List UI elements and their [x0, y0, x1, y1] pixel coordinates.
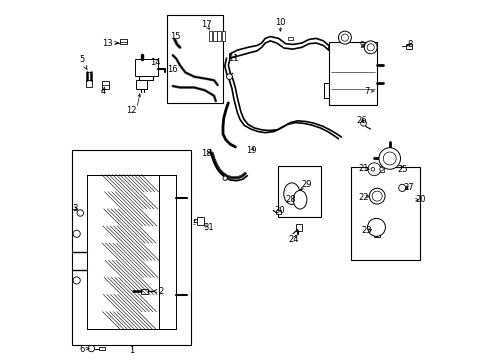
Text: 22: 22: [358, 193, 368, 202]
Text: 6: 6: [80, 345, 85, 354]
Circle shape: [73, 277, 80, 284]
Bar: [221, 31, 224, 41]
Bar: [197, 217, 203, 225]
Circle shape: [88, 345, 94, 352]
Bar: [278, 166, 320, 217]
Bar: [136, 80, 147, 89]
Bar: [120, 39, 127, 44]
Circle shape: [378, 148, 400, 169]
Circle shape: [367, 163, 380, 176]
Text: 29: 29: [300, 180, 311, 189]
Text: 23: 23: [360, 226, 371, 235]
Text: 17: 17: [201, 19, 211, 28]
Bar: [401, 186, 406, 189]
Text: 7: 7: [364, 86, 369, 95]
Bar: [405, 44, 411, 49]
Bar: [159, 175, 176, 329]
Text: 8: 8: [407, 40, 412, 49]
Bar: [328, 42, 376, 105]
Bar: [135, 59, 158, 76]
Text: 26: 26: [356, 116, 366, 125]
Bar: [373, 233, 379, 237]
Bar: [140, 289, 148, 294]
Circle shape: [379, 167, 383, 171]
Text: 21: 21: [358, 164, 368, 173]
Circle shape: [366, 44, 373, 51]
Circle shape: [368, 188, 384, 204]
Text: 11: 11: [227, 54, 238, 63]
Circle shape: [370, 167, 374, 171]
Text: 12: 12: [126, 106, 137, 115]
Text: 20: 20: [414, 195, 425, 204]
Circle shape: [73, 230, 80, 237]
Circle shape: [226, 74, 232, 80]
Circle shape: [341, 34, 348, 41]
Circle shape: [338, 31, 351, 44]
Text: 25: 25: [397, 165, 407, 174]
Bar: [167, 15, 223, 103]
Text: 27: 27: [403, 183, 413, 192]
Text: 15: 15: [170, 32, 181, 41]
Circle shape: [367, 219, 385, 236]
Text: 4: 4: [100, 87, 105, 96]
Bar: [102, 175, 159, 329]
Ellipse shape: [283, 183, 299, 204]
Circle shape: [360, 121, 366, 126]
Bar: [217, 31, 221, 41]
Text: 30: 30: [274, 206, 285, 215]
Bar: [350, 167, 419, 260]
Bar: [287, 37, 292, 40]
Bar: [86, 175, 102, 329]
Bar: [212, 31, 216, 41]
Text: 10: 10: [275, 18, 285, 27]
Text: 14: 14: [149, 58, 160, 67]
Bar: [99, 347, 105, 350]
Circle shape: [398, 184, 405, 192]
Ellipse shape: [293, 190, 306, 209]
Text: 1: 1: [129, 346, 134, 355]
Text: 2: 2: [153, 287, 163, 296]
Text: 13: 13: [102, 39, 118, 48]
Circle shape: [383, 152, 395, 165]
Bar: [296, 225, 302, 231]
Circle shape: [77, 210, 83, 216]
Bar: [86, 80, 92, 87]
Bar: [276, 210, 281, 215]
Bar: [102, 81, 109, 89]
Text: 9: 9: [359, 41, 364, 50]
Text: 3: 3: [72, 204, 78, 213]
Text: 16: 16: [167, 65, 178, 74]
Text: 19: 19: [245, 146, 256, 155]
Text: 28: 28: [285, 195, 296, 204]
Text: 31: 31: [203, 223, 214, 232]
Circle shape: [364, 41, 376, 54]
Text: 24: 24: [288, 235, 299, 244]
Circle shape: [223, 176, 227, 180]
Text: 18: 18: [201, 149, 212, 158]
Bar: [371, 166, 384, 172]
Text: 5: 5: [79, 55, 87, 69]
Bar: [72, 149, 190, 345]
Circle shape: [371, 191, 382, 201]
Bar: [208, 31, 212, 41]
